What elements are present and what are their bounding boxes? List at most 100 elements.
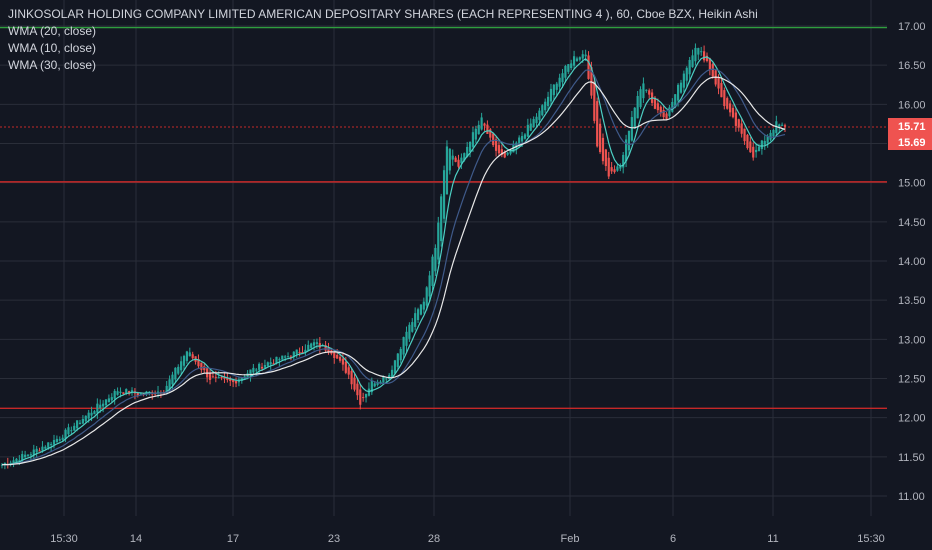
candle-body — [454, 157, 457, 162]
candle-body — [538, 110, 541, 120]
candle-body — [318, 343, 321, 348]
candle-body — [70, 430, 73, 432]
candle-body — [234, 381, 238, 384]
candle-body — [581, 54, 584, 59]
candle-body — [113, 390, 116, 399]
candle-body — [76, 420, 79, 429]
candle-body — [191, 354, 194, 359]
candle-body — [58, 439, 61, 441]
candle-body — [272, 363, 275, 365]
candle-body — [350, 370, 353, 385]
candle-body — [408, 324, 411, 339]
candle-body — [67, 427, 70, 435]
candle-body — [653, 97, 657, 109]
candle-body — [616, 166, 619, 171]
candle-body — [561, 73, 564, 83]
candle-body — [338, 356, 342, 361]
candle-body — [567, 64, 570, 72]
candle-body — [662, 109, 665, 118]
time-axis[interactable]: 15:30 14 17 23 28 Feb 6 11 15:30 — [50, 533, 885, 545]
candle-body — [766, 136, 769, 143]
candle-body — [278, 359, 281, 361]
candle-body — [336, 354, 339, 359]
candle-body — [102, 403, 105, 407]
candle-body — [298, 351, 301, 353]
candle-body — [249, 369, 252, 376]
price-tick-label: 13.00 — [898, 334, 926, 346]
candle-body — [78, 422, 82, 425]
candle-body — [702, 51, 706, 61]
candle-body — [494, 139, 498, 151]
candle-body — [445, 146, 449, 195]
candle-body — [128, 391, 131, 394]
candle-body — [659, 106, 662, 114]
candle-body — [466, 146, 469, 157]
candle-body — [347, 367, 350, 375]
price-tick-label: 12.00 — [898, 413, 926, 425]
candle-body — [122, 392, 125, 394]
candle-body — [544, 101, 547, 111]
candle-body — [200, 362, 203, 370]
candle-body — [263, 365, 267, 368]
candle-body — [428, 275, 431, 297]
wma-20-line — [1, 68, 786, 466]
candle-body — [232, 380, 235, 383]
candle-body — [286, 356, 290, 358]
candle-body — [93, 411, 96, 415]
candle-body — [489, 129, 492, 138]
candle-body — [437, 222, 440, 260]
candle-body — [41, 446, 44, 451]
candle-body — [12, 460, 15, 464]
candle-body — [463, 153, 466, 161]
candle-body — [723, 90, 726, 107]
candle-body — [431, 256, 434, 286]
candle-body — [630, 117, 633, 141]
candle-body — [596, 101, 599, 147]
candle-body — [558, 77, 561, 87]
candle-body — [26, 454, 30, 456]
candle-body — [327, 347, 330, 353]
price-axis[interactable]: 11.00 11.50 12.00 12.50 13.00 13.50 14.00 14.50… — [898, 21, 926, 503]
candle-body — [752, 146, 755, 158]
candle-body — [217, 377, 220, 379]
candle-body — [107, 398, 111, 403]
candle-body — [639, 89, 642, 108]
candle-body — [636, 95, 639, 119]
candle-body — [613, 169, 616, 173]
candle-body — [292, 351, 295, 357]
candle-body — [503, 152, 506, 158]
price-badge-label: 15.71 — [898, 121, 926, 133]
candle-body — [333, 351, 336, 359]
candle-body — [708, 58, 711, 70]
wma-10-label[interactable]: WMA (10, close) — [8, 41, 97, 55]
candle-body — [258, 363, 261, 370]
candle-body — [84, 415, 87, 422]
candle-body — [0, 464, 4, 466]
candle-body — [390, 369, 394, 378]
chart-legend: JINKOSOLAR HOLDING COMPANY LIMITED AMERI… — [8, 6, 758, 74]
candle-body — [312, 342, 316, 346]
grid-lines — [0, 0, 887, 516]
candle-body — [532, 119, 535, 128]
candle-body — [451, 155, 454, 160]
candle-body — [24, 454, 27, 458]
candle-body — [260, 366, 264, 369]
candle-body — [50, 444, 53, 446]
candle-body — [671, 101, 674, 112]
wma-10-line — [1, 56, 786, 466]
candle-body — [697, 48, 700, 55]
candle-body — [139, 393, 142, 395]
candle-body — [136, 392, 139, 396]
candle-body — [694, 47, 697, 62]
candle-body — [214, 376, 217, 378]
candle-body — [304, 349, 307, 353]
candle-body — [165, 385, 168, 393]
price-tick-label: 11.50 — [898, 452, 925, 464]
wma-30-label[interactable]: WMA (30, close) — [8, 58, 97, 72]
candle-body — [506, 152, 509, 155]
price-badges: 15.71 15.69 — [888, 118, 932, 150]
candle-body — [624, 139, 628, 162]
time-tick-label: 11 — [767, 533, 778, 545]
time-tick-label: 15:30 — [857, 533, 885, 545]
wma-20-label[interactable]: WMA (20, close) — [8, 24, 97, 38]
